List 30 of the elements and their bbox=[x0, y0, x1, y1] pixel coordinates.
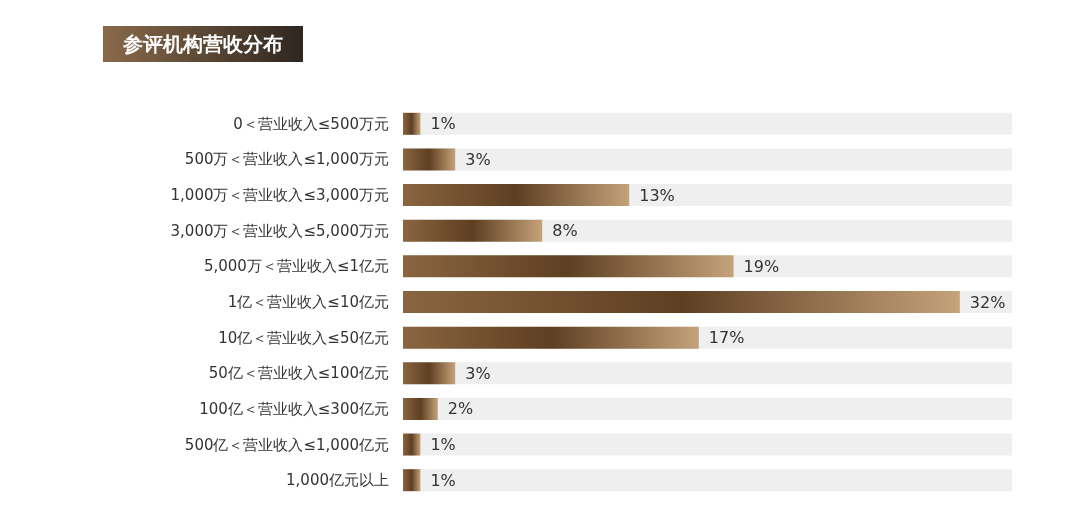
bar bbox=[403, 469, 421, 492]
bar bbox=[403, 433, 421, 456]
bar bbox=[403, 219, 543, 242]
y-tick-label: 1亿＜营业收入≤10亿元 bbox=[227, 293, 389, 311]
data-label: 32% bbox=[969, 292, 1006, 312]
data-label: 13% bbox=[639, 185, 675, 205]
bar bbox=[403, 362, 456, 385]
y-tick-label: 3,000万＜营业收入≤5,000万元 bbox=[170, 221, 389, 240]
data-label: 3% bbox=[465, 363, 491, 383]
y-tick-label: 10亿＜营业收入≤50亿元 bbox=[218, 328, 389, 347]
data-label: 2% bbox=[447, 399, 474, 419]
bar bbox=[403, 112, 421, 135]
y-tick-label: 500万＜营业收入≤1,000万元 bbox=[184, 150, 389, 169]
y-tick-label: 100亿＜营业收入≤300亿元 bbox=[199, 399, 389, 418]
data-label: 17% bbox=[708, 328, 745, 348]
data-label: 19% bbox=[743, 256, 780, 276]
text: 参评机构营收分布 bbox=[122, 32, 283, 56]
bar bbox=[403, 148, 456, 171]
data-label: 1% bbox=[430, 470, 456, 490]
y-tick-label: 50亿＜营业收入≤100亿元 bbox=[208, 364, 389, 383]
data-label: 1% bbox=[430, 114, 456, 134]
y-tick-label: 0＜营业收入≤500万元 bbox=[233, 114, 389, 133]
bar bbox=[403, 397, 438, 420]
data-label: 8% bbox=[552, 221, 578, 241]
y-tick-label: 500亿＜营业收入≤1,000亿元 bbox=[184, 435, 389, 454]
y-tick-label: 1,000亿元以上 bbox=[286, 471, 389, 490]
data-label: 3% bbox=[465, 149, 491, 169]
y-tick-label: 1,000万＜营业收入≤3,000万元 bbox=[170, 186, 389, 205]
y-tick-label: 5,000万＜营业收入≤1亿元 bbox=[203, 257, 389, 276]
data-label: 1% bbox=[430, 435, 456, 455]
